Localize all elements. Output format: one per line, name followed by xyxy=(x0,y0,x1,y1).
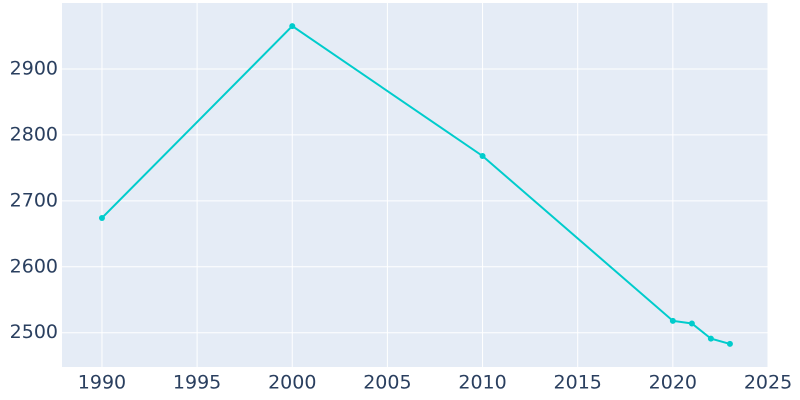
y-tick-label: 2900 xyxy=(10,57,58,79)
y-tick-label: 2800 xyxy=(10,123,58,145)
y-tick-label: 2500 xyxy=(10,321,58,343)
point xyxy=(289,23,296,30)
x-tick-label: 2025 xyxy=(744,372,792,394)
plot-background xyxy=(62,3,768,367)
x-tick-label: 2020 xyxy=(649,372,697,394)
x-tick-label: 2010 xyxy=(458,372,506,394)
x-tick-label: 1995 xyxy=(173,372,221,394)
x-tick-label: 1990 xyxy=(78,372,126,394)
y-tick-label: 2600 xyxy=(10,255,58,277)
x-tick-label: 2000 xyxy=(268,372,316,394)
y-tick-label: 2700 xyxy=(10,189,58,211)
x-tick-label: 2015 xyxy=(554,372,602,394)
point xyxy=(98,214,105,221)
point xyxy=(726,340,733,347)
point xyxy=(479,152,486,159)
x-tick-label: 2005 xyxy=(363,372,411,394)
point xyxy=(707,335,714,342)
point xyxy=(688,320,695,327)
point xyxy=(669,317,676,324)
